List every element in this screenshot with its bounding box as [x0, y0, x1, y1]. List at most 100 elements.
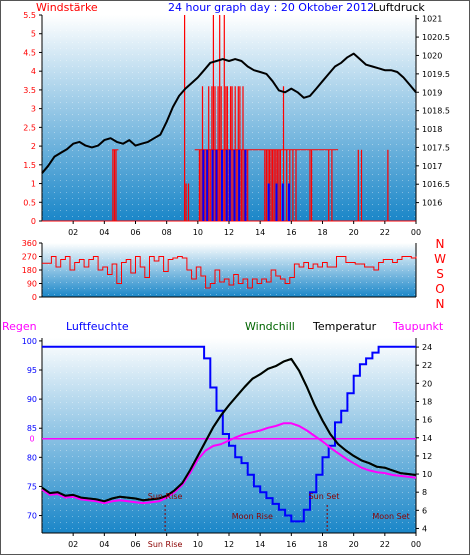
compass-label: O: [435, 282, 444, 296]
x-tick-label: 04: [99, 540, 109, 549]
direction-tick-label: 180: [22, 266, 37, 275]
x-tick-label: 00: [411, 228, 421, 237]
panel1-x-ticks: 02 04 06 08 10 12 14 16 18 20 22 00: [68, 221, 421, 237]
wind-tick-label: 4.5: [23, 48, 36, 57]
astro-annotations: Sun Rise Moon Rise Sun Set Moon Set Sun Rise: [148, 492, 410, 549]
wind-tick-label: 3: [31, 105, 36, 114]
pressure-tick-label: 1020.5: [422, 33, 450, 42]
temperature-tick-label: 16: [422, 416, 432, 425]
temperature-tick-label: 24: [422, 343, 432, 352]
wind-tick-label: 5: [31, 30, 36, 39]
x-tick-label: 16: [286, 540, 296, 549]
compass-label: N: [436, 297, 445, 311]
wind-tick-label: 5.5: [23, 11, 36, 20]
temperature-tick-label: 10: [422, 470, 432, 479]
sunset-label: Sun Set: [309, 492, 340, 501]
pressure-wind-panel: 00.511.522.533.544.555.5 10161016.510171…: [23, 11, 450, 237]
x-tick-label: 12: [224, 540, 234, 549]
wind-tick-label: 1: [31, 180, 36, 189]
x-tick-label: 10: [193, 540, 203, 549]
wind-tick-label: 2: [31, 142, 36, 151]
humidity-tick-label: 90: [27, 395, 37, 404]
x-tick-label: 10: [193, 228, 203, 237]
direction-axis-ticks: 0 90 180 270 360: [22, 239, 42, 302]
x-tick-label: 08: [162, 228, 172, 237]
x-tick-label: 22: [380, 540, 390, 549]
x-tick-label: 14: [255, 228, 265, 237]
x-tick-label: 22: [380, 228, 390, 237]
x-tick-label: 02: [68, 540, 78, 549]
taupunkt-label: Taupunkt: [392, 320, 444, 333]
regen-tick-label: 0: [29, 435, 34, 444]
pressure-tick-label: 1017.5: [422, 143, 450, 152]
pressure-tick-label: 1021: [422, 15, 442, 24]
temperature-tick-label: 8: [422, 488, 427, 497]
temperature-tick-label: 18: [422, 397, 432, 406]
direction-tick-label: 360: [22, 239, 37, 248]
direction-tick-label: 270: [22, 253, 37, 262]
x-tick-label: 18: [317, 540, 327, 549]
regen-label: Regen: [2, 320, 37, 333]
windstaerke-label: Windstärke: [36, 1, 98, 14]
pressure-tick-label: 1018: [422, 125, 442, 134]
compass-label: W: [434, 252, 446, 266]
luftfeuchte-label: Luftfeuchte: [66, 320, 129, 333]
x-tick-label: 06: [130, 540, 140, 549]
panel3-series: [41, 345, 417, 523]
humidity-tick-label: 70: [27, 512, 37, 521]
humidity-axis-ticks: 70 75 80 85 90 95 100 0: [22, 337, 42, 521]
x-tick-label: 18: [317, 228, 327, 237]
moonset-label: Moon Set: [372, 512, 409, 521]
temperature-tick-label: 6: [422, 506, 427, 515]
luftdruck-label: Luftdruck: [373, 1, 425, 14]
pressure-axis-ticks: 1016 1016.5 1017 1017.5 1018 1018.5 1019 1019.5…: [416, 15, 450, 208]
wind-tick-label: 3.5: [23, 86, 36, 95]
pressure-series: [41, 52, 417, 174]
wind-tick-label: 2.5: [23, 123, 36, 132]
x-tick-label: 12: [224, 228, 234, 237]
pressure-tick-label: 1017: [422, 162, 442, 171]
temperature-axis-ticks: 4 6 8 10 12 14 16 18 20 22 24: [416, 343, 432, 533]
temperature-tick-label: 4: [422, 524, 427, 533]
pressure-tick-label: 1019.5: [422, 70, 450, 79]
x-tick-label: 00: [411, 540, 421, 549]
x-tick-label: 06: [130, 228, 140, 237]
x-tick-label: 20: [349, 228, 359, 237]
direction-tick-label: 90: [27, 280, 37, 289]
temperature-tick-label: 20: [422, 379, 432, 388]
humidity-tick-label: 85: [27, 424, 37, 433]
humidity-tick-label: 80: [27, 453, 37, 462]
pressure-tick-label: 1020: [422, 51, 442, 60]
x-tick-label: 16: [286, 228, 296, 237]
temperatur-label: Temperatur: [312, 320, 377, 333]
humidity-tick-label: 95: [27, 366, 37, 375]
moonrise-label: Moon Rise: [232, 512, 273, 521]
wind-tick-label: 1.5: [23, 161, 36, 170]
sunrise-label: Sun Rise: [148, 492, 183, 501]
wind-axis-ticks: 0 0.5 1 1.5 2 2.5 3 3.5 4 4.5 5 5.5: [23, 11, 42, 226]
pressure-line: [41, 52, 417, 174]
wind-tick-label: 0.5: [23, 198, 36, 207]
humidity-tick-label: 100: [22, 337, 37, 346]
temperature-tick-label: 14: [422, 434, 432, 443]
humidity-tick-label: 75: [27, 482, 37, 491]
sunrise-axis-label: Sun Rise: [148, 540, 183, 549]
x-tick-label: 20: [349, 540, 359, 549]
humidity-line: [42, 345, 416, 523]
compass-label: S: [436, 267, 444, 281]
pressure-tick-label: 1019: [422, 88, 442, 97]
wind-gust-series: [202, 149, 290, 221]
pressure-tick-label: 1018.5: [422, 107, 450, 116]
direction-tick-label: 0: [32, 293, 37, 302]
wind-tick-label: 4: [31, 67, 36, 76]
wind-direction-line: [42, 256, 417, 289]
windchill-label: Windchill: [245, 320, 295, 333]
pressure-tick-label: 1016.5: [422, 180, 450, 189]
panel3-x-ticks: 02 04 06 10 12 14 16 18 20 22 00: [68, 533, 421, 549]
graph-title: 24 hour graph day : 20 Oktober 2012: [168, 1, 374, 14]
panel2-dots: [42, 243, 416, 297]
